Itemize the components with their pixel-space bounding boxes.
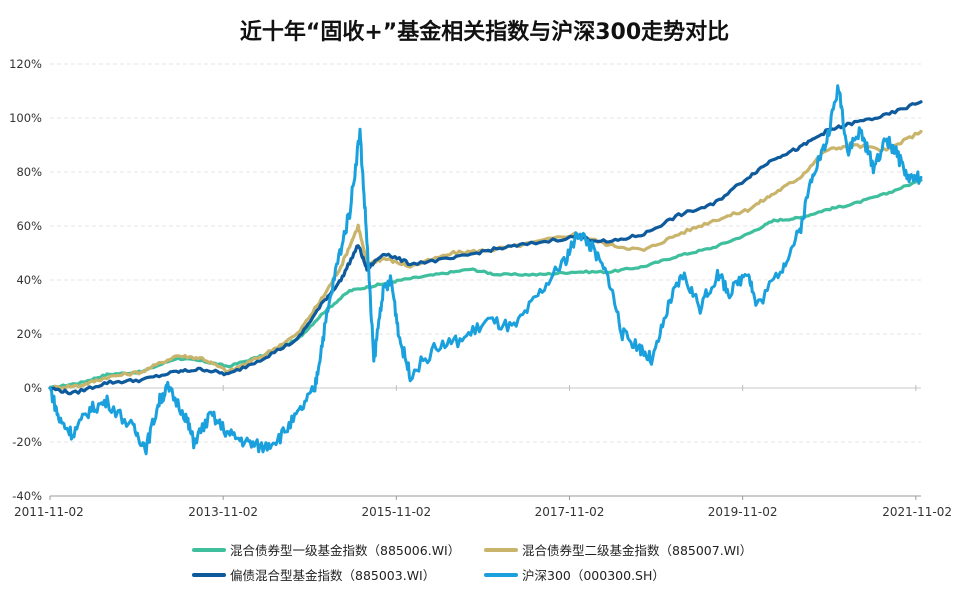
x-tick-label: 2019-11-02 (708, 505, 778, 519)
y-tick-label: 120% (9, 57, 42, 71)
legend-item-885006[interactable]: 混合债券型一级基金指数（885006.WI） (192, 540, 482, 559)
legend-label-885007: 混合债券型二级基金指数（885007.WI） (522, 543, 753, 558)
x-tick-label: 2011-11-02 (14, 505, 84, 519)
x-tick-label: 2021-11-02 (882, 505, 952, 519)
y-tick-label: 20% (16, 327, 42, 341)
legend: 混合债券型一级基金指数（885006.WI） 混合债券型二级基金指数（88500… (192, 540, 812, 584)
legend-swatch-885007 (484, 547, 518, 552)
series-layer (48, 84, 923, 456)
y-tick-label: 0% (24, 381, 42, 395)
series-line-3 (48, 84, 923, 456)
legend-label-885003: 偏债混合型基金指数（885003.WI） (230, 568, 436, 583)
series-line-1 (48, 129, 923, 391)
legend-label-885006: 混合债券型一级基金指数（885006.WI） (230, 543, 461, 558)
legend-item-885003[interactable]: 偏债混合型基金指数（885003.WI） (192, 565, 482, 584)
legend-item-000300[interactable]: 沪深300（000300.SH） (484, 565, 794, 584)
y-tick-label: 80% (16, 165, 42, 179)
y-tick-label: 100% (9, 111, 42, 125)
legend-item-885007[interactable]: 混合债券型二级基金指数（885007.WI） (484, 540, 794, 559)
legend-swatch-885006 (192, 547, 226, 552)
y-tick-label: 60% (16, 219, 42, 233)
y-tick-label: 40% (16, 273, 42, 287)
axis-layer: 120% 100% 80% 60% 40% 20% 0% -20% -40% 2011-11-02… (9, 57, 952, 519)
y-tick-label: -20% (12, 435, 42, 449)
chart-title: 近十年“固收+”基金相关指数与沪深300走势对比 (239, 20, 730, 45)
x-tick-label: 2015-11-02 (361, 505, 431, 519)
y-tick-label: -40% (12, 489, 42, 503)
legend-swatch-885003 (192, 572, 226, 577)
legend-label-000300: 沪深300（000300.SH） (522, 568, 665, 583)
x-tick-label: 2013-11-02 (188, 505, 258, 519)
series-line-2 (48, 100, 923, 396)
x-tick-label: 2017-11-02 (535, 505, 605, 519)
grid-layer (50, 63, 921, 497)
legend-swatch-000300 (484, 572, 518, 577)
